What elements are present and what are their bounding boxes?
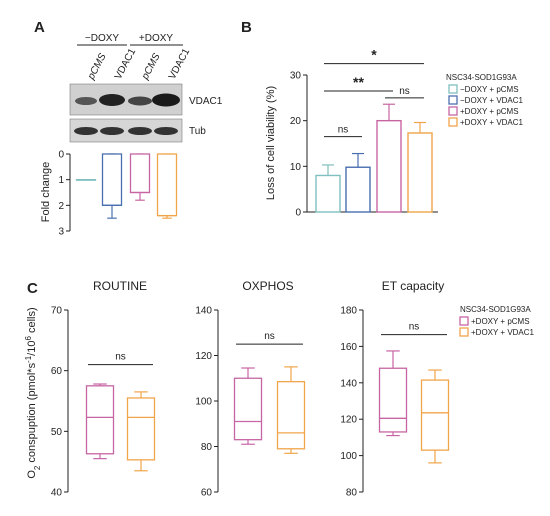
box <box>85 385 115 455</box>
legend-c: NSC34-SOD1G93A +DOXY + pCMS +DOXY + VDAC… <box>459 305 535 337</box>
legend-swatch <box>448 117 458 127</box>
fold-change-axis-title: Fold change <box>40 162 52 223</box>
legend-swatch <box>459 327 469 337</box>
blot-band <box>100 127 124 135</box>
legend-swatch <box>448 84 458 94</box>
box <box>156 153 178 217</box>
significance-label: ** <box>353 74 364 90</box>
oxphos-title: OXPHOS <box>242 279 293 293</box>
significance-label: * <box>371 47 377 63</box>
et-capacity-title: ET capacity <box>382 279 444 293</box>
routine-title: ROUTINE <box>93 279 147 293</box>
significance-label: ns <box>409 322 420 333</box>
y-tick-label: 140 <box>340 378 357 389</box>
y-tick-label: 3 <box>58 227 64 238</box>
y-tick-label: 20 <box>290 116 302 127</box>
box <box>276 381 306 450</box>
lane-label: VDAC1 <box>113 46 139 81</box>
legend-label: −DOXY + pCMS <box>460 85 519 94</box>
band-label-tub: Tub <box>189 126 206 137</box>
tubulin-blot <box>69 118 183 143</box>
bar <box>315 174 341 213</box>
significance-label: ns <box>115 352 126 363</box>
blot-band <box>154 127 178 135</box>
significance-label: ns <box>264 331 275 342</box>
blot-band <box>74 127 98 135</box>
box <box>420 379 450 451</box>
viability-axis-title: Loss of cell viability (%) <box>265 86 277 200</box>
significance-label: ns <box>338 125 349 136</box>
y-tick-label: 160 <box>340 342 357 353</box>
blot-band <box>99 94 125 106</box>
y-tick-label: 0 <box>58 150 64 161</box>
bar <box>407 132 433 213</box>
blot-band <box>152 93 180 107</box>
y-tick-label: 60 <box>201 488 213 499</box>
lane-label: VDAC1 <box>167 46 193 81</box>
bar <box>345 166 371 213</box>
box <box>233 377 263 441</box>
legend-label: −DOXY + VDAC1 <box>460 96 524 105</box>
y-tick-label: 10 <box>290 162 302 173</box>
y-tick-label: 2 <box>58 201 64 212</box>
legend-label: +DOXY + pCMS <box>460 107 519 116</box>
blot-band <box>128 96 152 106</box>
significance-label: ns <box>399 86 410 97</box>
legend-swatch <box>459 316 469 326</box>
legend-b: NSC34-SOD1G93A −DOXY + pCMS −DOXY + VDAC… <box>446 73 524 127</box>
blot-band <box>75 97 97 105</box>
box <box>129 153 151 194</box>
y-tick-label: 80 <box>201 442 213 453</box>
legend-label: +DOXY + VDAC1 <box>460 118 524 127</box>
y-tick-label: 40 <box>51 488 63 499</box>
y-tick-label: 100 <box>340 451 357 462</box>
y-tick-label: 140 <box>195 306 212 317</box>
y-tick-label: 120 <box>340 415 357 426</box>
condition-label-minus: −DOXY <box>85 33 120 44</box>
routine-chart: 40 50 60 70 ns <box>51 306 156 499</box>
et-capacity-chart: 80 100 120 140 160 180 ns <box>340 306 450 499</box>
bar <box>376 119 402 213</box>
y-tick-label: 30 <box>290 71 302 82</box>
lane-label: pCMS <box>85 51 108 82</box>
box <box>378 367 408 433</box>
legend-swatch <box>448 106 458 116</box>
legend-label: +DOXY + pCMS <box>471 317 530 326</box>
legend-label: +DOXY + VDAC1 <box>471 328 535 337</box>
box <box>101 153 123 206</box>
y-tick-label: 120 <box>195 351 212 362</box>
box <box>126 397 156 461</box>
panel-letter-b: B <box>241 19 252 36</box>
band-label-vdac1: VDAC1 <box>189 96 223 107</box>
oxphos-chart: 60 80 100 120 140 ns <box>195 306 306 499</box>
o2-axis-title: O2 conspuption (pmol*s-1/106 cells) <box>24 307 42 478</box>
legend-title: NSC34-SOD1G93A <box>446 73 517 82</box>
fold-change-chart: 0 1 2 3 <box>58 150 178 238</box>
legend-swatch <box>448 95 458 105</box>
y-tick-label: 50 <box>51 427 63 438</box>
y-tick-label: 1 <box>58 175 64 186</box>
y-tick-label: 70 <box>51 306 63 317</box>
y-tick-label: 60 <box>51 366 63 377</box>
y-tick-label: 100 <box>195 397 212 408</box>
legend-title: NSC34-SOD1G93A <box>460 305 531 314</box>
panel-letter-a: A <box>34 19 45 36</box>
y-tick-label: 180 <box>340 306 357 317</box>
y-tick-label: 80 <box>346 488 358 499</box>
western-blot-panel: −DOXY +DOXY pCMS VDAC1 pCMS VDAC1 VDAC1 … <box>69 33 223 143</box>
blot-band <box>128 127 152 135</box>
panel-letter-c: C <box>27 280 38 297</box>
lane-label: pCMS <box>139 51 162 82</box>
y-tick-label: 0 <box>295 208 301 219</box>
condition-label-plus: +DOXY <box>139 33 174 44</box>
